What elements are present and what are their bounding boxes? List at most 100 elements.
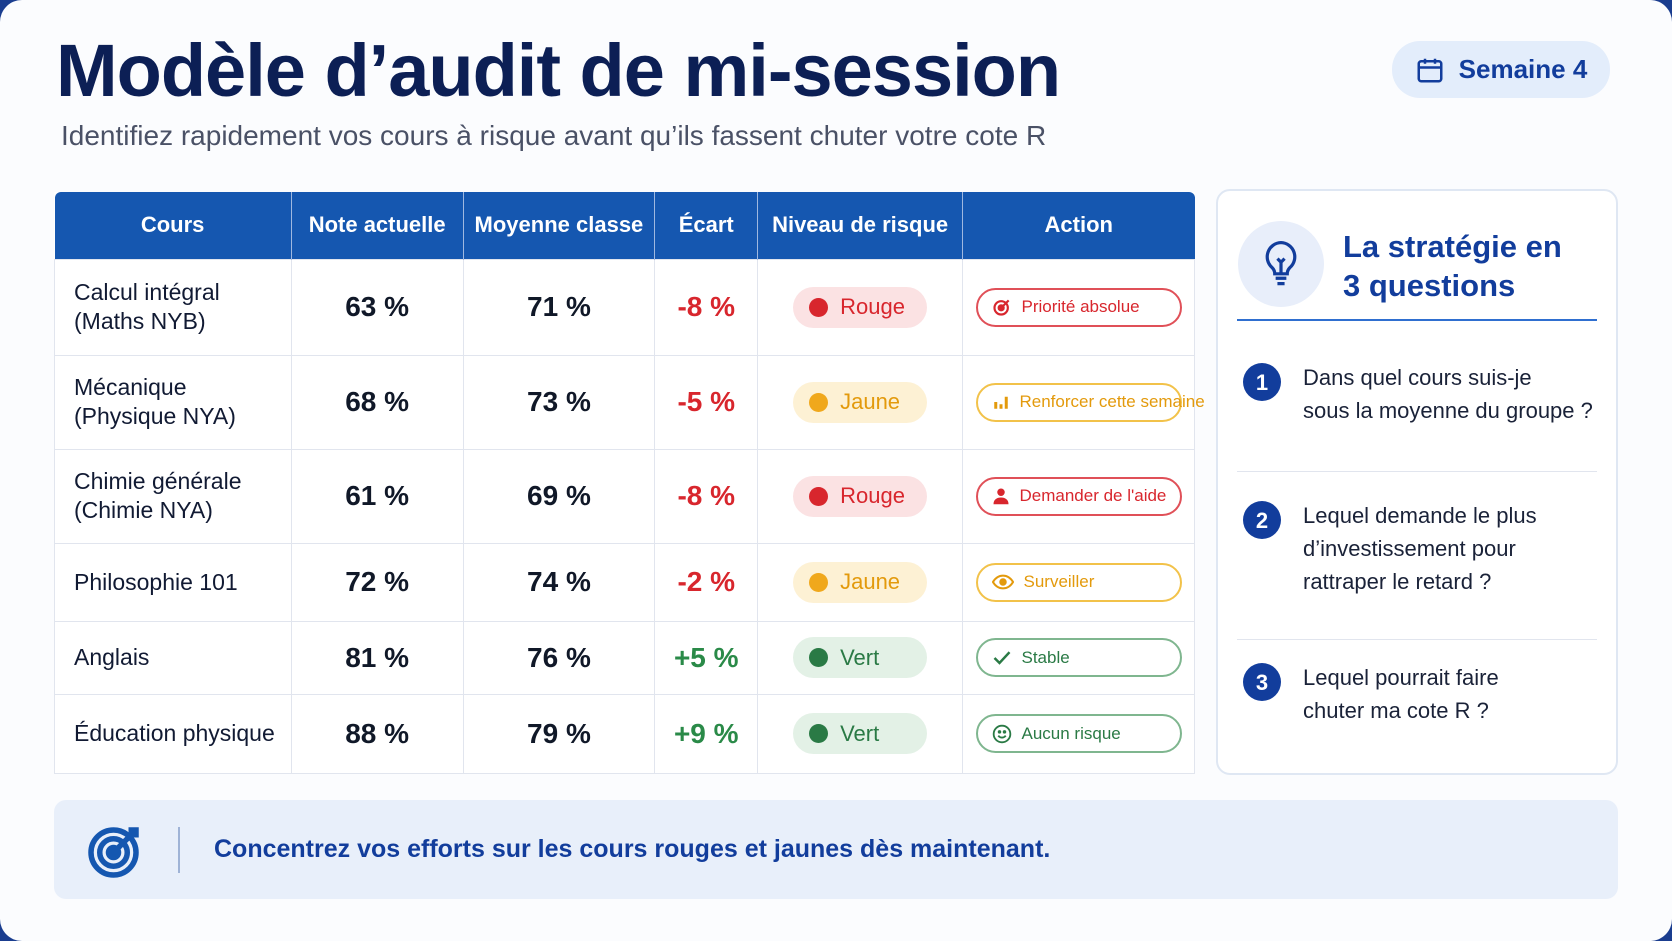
gap-value: +9 %	[654, 693, 759, 774]
current-grade: 68 %	[290, 354, 464, 450]
question-line: chuter ma cote R ?	[1303, 698, 1489, 723]
risk-cell: Jaune	[757, 354, 964, 450]
gap-value: -5 %	[654, 354, 759, 450]
class-average: 79 %	[462, 693, 656, 774]
person-icon	[992, 487, 1010, 505]
gap-value: -8 %	[654, 448, 759, 544]
column-header[interactable]: Écart	[654, 192, 759, 259]
risk-label: Jaune	[840, 389, 901, 414]
bar-chart-icon	[992, 393, 1010, 411]
page-title: Modèle d’audit de mi-session	[56, 29, 1061, 112]
course-cell: Philosophie 101	[54, 542, 292, 622]
action-label: Surveiller	[1023, 572, 1095, 591]
risk-label: Vert	[840, 720, 880, 746]
course-cell: Anglais	[54, 620, 292, 695]
gap-value: -8 %	[654, 258, 759, 356]
current-grade: 63 %	[290, 258, 464, 356]
action-button[interactable]: Demander de l'aide	[975, 476, 1182, 516]
risk-badge: Jaune	[793, 561, 928, 603]
check-icon	[992, 649, 1012, 667]
current-grade: 88 %	[290, 693, 464, 774]
course-name-line: Calcul intégral	[74, 279, 220, 306]
risk-cell: Vert	[757, 620, 964, 695]
calendar-icon	[1417, 58, 1443, 82]
table-row: Éducation physique 88 % 79 % +9 % Vert A…	[54, 693, 1195, 774]
course-cell: Mécanique (Physique NYA)	[54, 354, 292, 450]
question-number: 2	[1243, 501, 1281, 539]
action-label: Demander de l'aide	[1019, 486, 1167, 505]
action-label: Priorité absolue	[1021, 297, 1140, 316]
action-cell: Renforcer cette semaine	[962, 354, 1205, 450]
action-label: Aucun risque	[1021, 723, 1121, 743]
question-item: 2 Lequel demande le plus d’investissement …	[1243, 499, 1537, 598]
course-name-line: Philosophie 101	[74, 568, 238, 595]
action-button[interactable]: Priorité absolue	[975, 287, 1182, 327]
current-grade: 81 %	[290, 620, 464, 695]
course-name-line: Éducation physique	[74, 720, 275, 747]
column-header[interactable]: Moyenne classe	[463, 192, 656, 259]
risk-label: Rouge	[840, 294, 905, 319]
question-number: 3	[1243, 663, 1281, 701]
risk-badge: Vert	[793, 713, 928, 754]
class-average: 71 %	[462, 258, 656, 356]
week-badge[interactable]: Semaine 4	[1392, 41, 1610, 98]
question-line: sous la moyenne du groupe ?	[1303, 398, 1593, 423]
divider	[1237, 471, 1597, 472]
target-icon	[992, 297, 1012, 317]
question-line: Lequel demande le plus	[1303, 503, 1537, 528]
gap-value: -2 %	[654, 542, 759, 622]
action-button[interactable]: Renforcer cette semaine	[975, 382, 1205, 422]
risk-label: Jaune	[840, 569, 901, 594]
table-row: Philosophie 101 72 % 74 % -2 % Jaune Sur…	[54, 542, 1195, 622]
lightbulb-icon	[1238, 221, 1324, 307]
risk-badge: Jaune	[793, 381, 928, 423]
banner-message: Concentrez vos efforts sur les cours rou…	[214, 835, 1051, 863]
risk-label: Vert	[840, 644, 880, 670]
course-cell: Chimie générale (Chimie NYA)	[54, 448, 292, 544]
course-name-line: (Physique NYA)	[74, 403, 236, 429]
course-name-line: Anglais	[74, 644, 150, 671]
risk-cell: Vert	[757, 693, 964, 774]
column-header[interactable]: Note actuelle	[291, 192, 464, 259]
table-row: Mécanique (Physique NYA) 68 % 73 % -5 % J…	[54, 354, 1205, 450]
smile-icon	[992, 724, 1012, 744]
course-name-line: Mécanique	[74, 374, 187, 401]
class-average: 74 %	[462, 542, 656, 622]
divider	[1237, 639, 1597, 640]
action-label: Renforcer cette semaine	[1019, 392, 1205, 411]
risk-dot-icon	[809, 392, 829, 412]
week-label: Semaine 4	[1458, 54, 1588, 84]
risk-dot-icon	[809, 297, 829, 317]
risk-dot-icon	[809, 648, 829, 667]
page-subtitle: Identifiez rapidement vos cours à risque…	[61, 120, 1047, 151]
action-label: Stable	[1021, 647, 1070, 667]
column-header[interactable]: Niveau de risque	[757, 192, 964, 259]
action-button[interactable]: Aucun risque	[975, 714, 1182, 753]
action-button[interactable]: Stable	[975, 638, 1182, 677]
class-average: 69 %	[462, 448, 656, 544]
column-header[interactable]: Cours	[54, 192, 292, 259]
action-cell: Demander de l'aide	[962, 448, 1195, 544]
course-cell: Calcul intégral (Maths NYB)	[54, 258, 292, 356]
course-name-line: Chimie générale	[74, 468, 242, 495]
risk-badge: Rouge	[793, 286, 928, 328]
eye-icon	[991, 573, 1014, 591]
courses-table: Cours Note actuelle Moyenne classe Écart Niv…	[54, 192, 1205, 774]
risk-cell: Rouge	[757, 448, 964, 544]
risk-dot-icon	[809, 572, 829, 592]
table-row: Anglais 81 % 76 % +5 % Vert Stable	[54, 620, 1195, 695]
risk-dot-icon	[809, 486, 829, 506]
risk-badge: Rouge	[793, 475, 928, 517]
risk-cell: Jaune	[757, 542, 964, 622]
course-name-line: (Maths NYB)	[74, 308, 206, 334]
title-divider	[1237, 319, 1597, 321]
banner-divider	[178, 826, 180, 873]
action-button[interactable]: Surveiller	[975, 562, 1182, 602]
current-grade: 61 %	[290, 448, 464, 544]
risk-dot-icon	[809, 724, 829, 743]
course-cell: Éducation physique	[54, 693, 292, 774]
column-header[interactable]: Action	[962, 192, 1195, 259]
question-number: 1	[1243, 363, 1281, 401]
target-icon	[88, 826, 139, 878]
risk-label: Rouge	[840, 483, 905, 508]
